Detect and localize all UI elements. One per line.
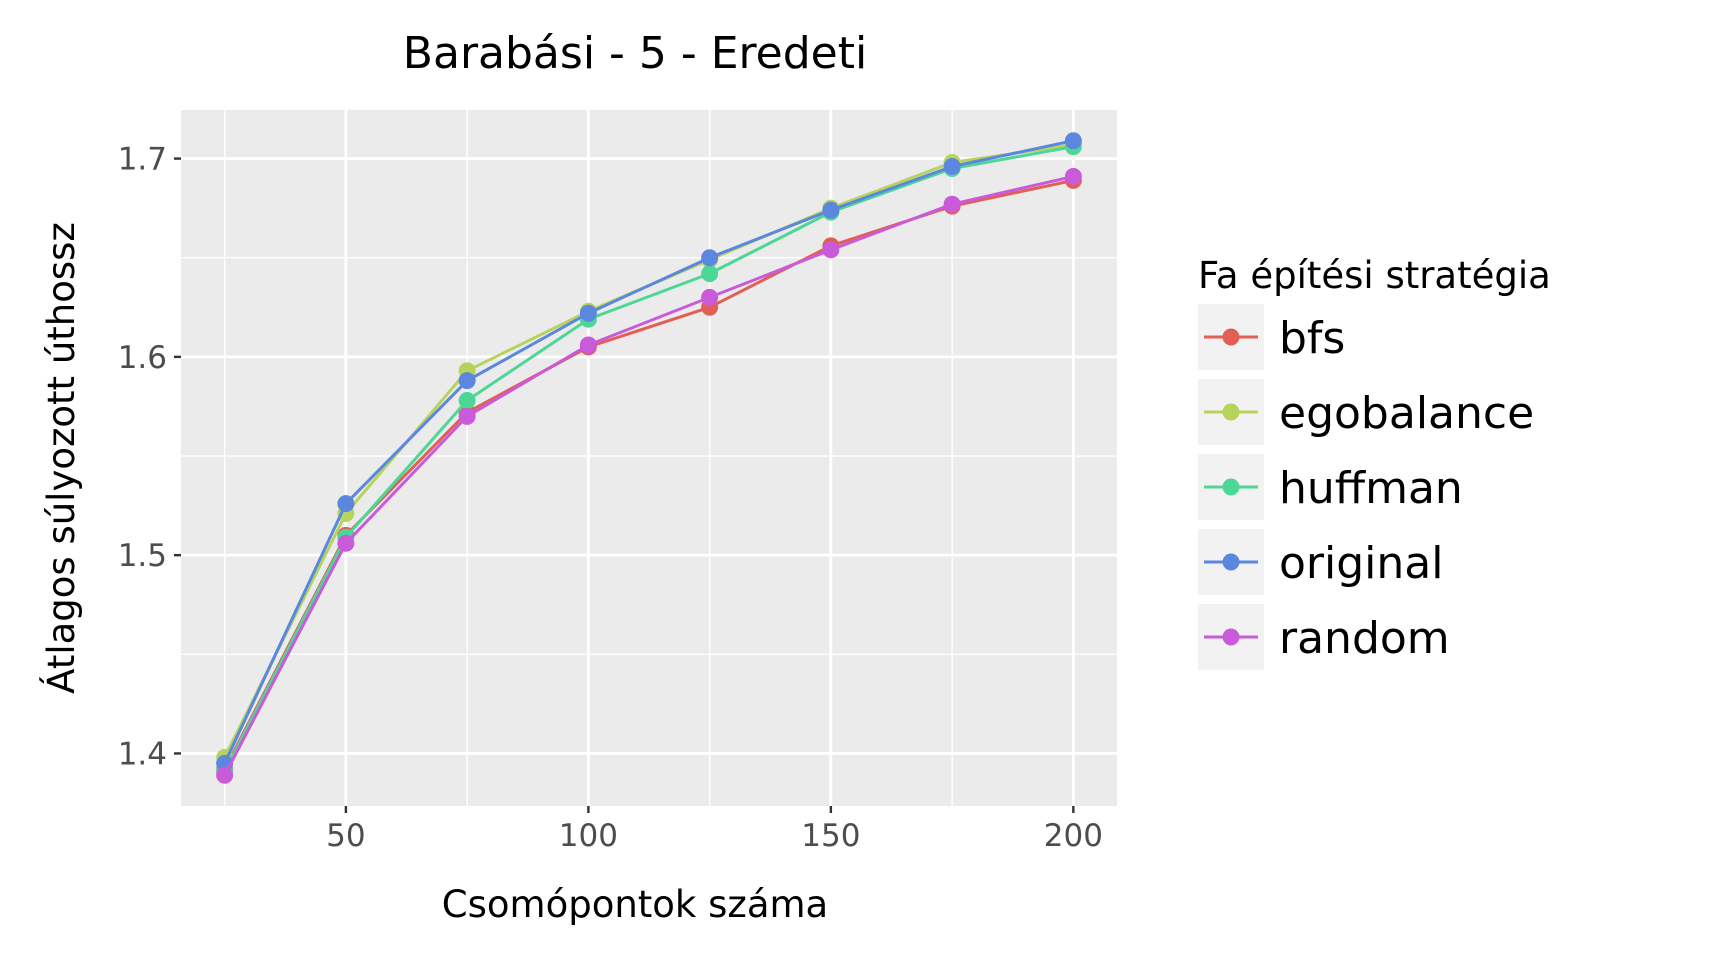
series-line-random bbox=[223, 174, 1074, 776]
y-axis-title: Átlagos súlyozott úthossz bbox=[39, 222, 83, 694]
data-point-original bbox=[337, 495, 355, 513]
data-point-random bbox=[943, 195, 961, 213]
series-random bbox=[216, 167, 1082, 784]
legend-item-original: original bbox=[1198, 529, 1443, 595]
x-tick-label: 150 bbox=[801, 818, 860, 854]
legend: Fa építési stratégia bfs egobalance huffma… bbox=[1198, 254, 1551, 670]
y-tick-label: 1.5 bbox=[118, 538, 167, 574]
chart-title: Barabási - 5 - Eredeti bbox=[403, 28, 867, 79]
legend-title: Fa építési stratégia bbox=[1198, 254, 1551, 297]
data-point-random bbox=[701, 288, 719, 306]
legend-item-huffman: huffman bbox=[1198, 454, 1463, 520]
data-point-random bbox=[337, 534, 355, 552]
data-point-original bbox=[701, 249, 719, 267]
data-point-random bbox=[1064, 167, 1082, 185]
data-point-random bbox=[458, 407, 476, 425]
series-line-huffman bbox=[223, 145, 1074, 772]
legend-key-point bbox=[1222, 553, 1240, 571]
legend-key-point bbox=[1222, 403, 1240, 421]
series-original bbox=[216, 132, 1082, 772]
legend-key-point bbox=[1222, 628, 1240, 646]
legend-key-point bbox=[1222, 478, 1240, 496]
y-tick-label: 1.6 bbox=[118, 340, 167, 376]
y-axis: 1.4 1.5 1.6 1.7 bbox=[118, 142, 181, 772]
series-line-original bbox=[223, 139, 1074, 765]
y-tick-label: 1.7 bbox=[118, 142, 167, 178]
x-tick-label: 50 bbox=[326, 818, 365, 854]
x-tick-label: 100 bbox=[559, 818, 618, 854]
data-point-huffman bbox=[458, 391, 476, 409]
y-tick-label: 1.4 bbox=[118, 736, 167, 772]
legend-label: huffman bbox=[1279, 463, 1463, 514]
data-point-original bbox=[822, 201, 840, 219]
series-layer bbox=[216, 132, 1082, 784]
legend-item-random: random bbox=[1198, 604, 1450, 670]
data-point-original bbox=[458, 372, 476, 390]
data-point-original bbox=[1064, 132, 1082, 150]
x-tick-label: 200 bbox=[1044, 818, 1103, 854]
legend-label: bfs bbox=[1279, 313, 1345, 364]
data-point-original bbox=[579, 304, 597, 322]
legend-label: random bbox=[1279, 613, 1450, 664]
legend-item-egobalance: egobalance bbox=[1198, 379, 1534, 445]
legend-key-point bbox=[1222, 328, 1240, 346]
legend-item-bfs: bfs bbox=[1198, 304, 1345, 370]
legend-label: original bbox=[1279, 538, 1443, 589]
x-axis: 50 100 150 200 bbox=[326, 806, 1103, 854]
grid bbox=[181, 110, 1117, 806]
x-axis-title: Csomópontok száma bbox=[442, 883, 828, 926]
data-point-original bbox=[943, 158, 961, 176]
data-point-huffman bbox=[701, 265, 719, 283]
data-point-random bbox=[579, 336, 597, 354]
data-point-random bbox=[822, 241, 840, 259]
plot-panel bbox=[181, 110, 1117, 806]
legend-label: egobalance bbox=[1279, 388, 1534, 439]
data-point-random bbox=[216, 766, 234, 784]
